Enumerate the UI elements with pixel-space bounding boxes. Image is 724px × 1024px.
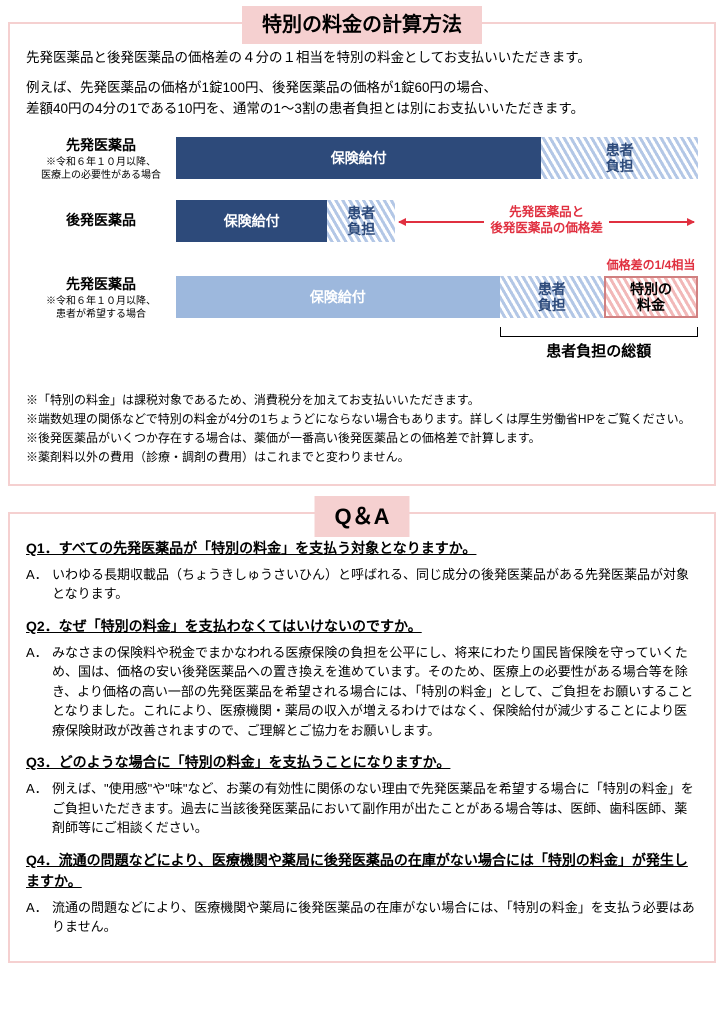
footnote-line: ※薬剤料以外の費用（診療・調剤の費用）はこれまでと変わりません。 xyxy=(26,448,698,467)
qa-answer-label: A． xyxy=(26,643,52,741)
qa-section: Q＆A Q1．すべての先発医薬品が「特別の料金」を支払う対象となりますか。A．い… xyxy=(8,512,716,963)
bar-segment: 患者負担 xyxy=(541,137,698,179)
footnote-line: ※後発医薬品がいくつか存在する場合は、薬価が一番高い後発医薬品との価格差で計算し… xyxy=(26,429,698,448)
footnote-line: ※端数処理の関係などで特別の料金が4分の1ちょうどにならない場合もあります。詳し… xyxy=(26,410,698,429)
qa-answer-label: A． xyxy=(26,898,52,937)
qa-answer-text: 例えば、"使用感"や"味"など、お薬の有効性に関係のない理由で先発医薬品を希望す… xyxy=(52,779,698,838)
intro-text: 先発医薬品と後発医薬品の価格差の４分の１相当を特別の料金としてお支払いいただきま… xyxy=(26,48,698,68)
footnotes: ※「特別の料金」は課税対象であるため、消費税分を加えてお支払いいただきます。※端… xyxy=(26,391,698,468)
bar-chart: 先発医薬品※令和６年１０月以降、医療上の必要性がある場合保険給付患者負担後発医薬… xyxy=(26,135,698,373)
bracket-label: 患者負担の総額 xyxy=(500,341,698,364)
example-line2: 差額40円の4分の1である10円を、通常の1〜3割の患者負担とは別にお支払いいた… xyxy=(26,101,584,116)
calculation-section: 特別の料金の計算方法 先発医薬品と後発医薬品の価格差の４分の１相当を特別の料金と… xyxy=(8,22,716,486)
qa-answer-label: A． xyxy=(26,779,52,838)
bar-track: 保険給付患者負担先発医薬品と後発医薬品の価格差 xyxy=(176,200,698,242)
bar-row-label: 先発医薬品※令和６年１０月以降、患者が希望する場合 xyxy=(26,274,176,321)
bar-segment: 特別の料金 xyxy=(604,276,698,318)
qa-answer-text: 流通の問題などにより、医療機関や薬局に後発医薬品の在庫がない場合には、「特別の料… xyxy=(52,898,698,937)
bar-segment: 患者負担 xyxy=(500,276,604,318)
qa-list: Q1．すべての先発医薬品が「特別の料金」を支払う対象となりますか。A．いわゆる長… xyxy=(26,538,698,937)
bar-row: 先発医薬品※令和６年１０月以降、医療上の必要性がある場合保険給付患者負担 xyxy=(26,135,698,182)
qa-answer: A．例えば、"使用感"や"味"など、お薬の有効性に関係のない理由で先発医薬品を希… xyxy=(26,779,698,838)
example-line1: 例えば、先発医薬品の価格が1錠100円、後発医薬品の価格が1錠60円の場合、 xyxy=(26,80,497,95)
bar-row: 後発医薬品保険給付患者負担先発医薬品と後発医薬品の価格差 xyxy=(26,200,698,242)
qa-question: Q1．すべての先発医薬品が「特別の料金」を支払う対象となりますか。 xyxy=(26,538,698,559)
qa-answer: A．みなさまの保険料や税金でまかなわれる医療保険の負担を公平にし、将来にわたり国… xyxy=(26,643,698,741)
qa-question: Q4．流通の問題などにより、医療機関や薬局に後発医薬品の在庫がない場合には「特別… xyxy=(26,850,698,892)
qa-answer-text: みなさまの保険料や税金でまかなわれる医療保険の負担を公平にし、将来にわたり国民皆… xyxy=(52,643,698,741)
ratio-label: 価格差の1/4相当 xyxy=(604,256,698,274)
bar-row: 先発医薬品※令和６年１０月以降、患者が希望する場合保険給付患者負担特別の料金価格… xyxy=(26,274,698,321)
qa-answer: A．流通の問題などにより、医療機関や薬局に後発医薬品の在庫がない場合には、「特別… xyxy=(26,898,698,937)
price-gap-arrow: 先発医薬品と後発医薬品の価格差 xyxy=(395,200,698,242)
bar-row-label: 先発医薬品※令和６年１０月以降、医療上の必要性がある場合 xyxy=(26,135,176,182)
example-text: 例えば、先発医薬品の価格が1錠100円、後発医薬品の価格が1錠60円の場合、 差… xyxy=(26,78,698,119)
qa-answer-text: いわゆる長期収載品（ちょうきしゅうさいひん）と呼ばれる、同じ成分の後発医薬品があ… xyxy=(52,565,698,604)
bar-track: 保険給付患者負担 xyxy=(176,137,698,179)
bar-track: 保険給付患者負担特別の料金価格差の1/4相当 xyxy=(176,276,698,318)
bar-segment: 保険給付 xyxy=(176,200,327,242)
qa-answer-label: A． xyxy=(26,565,52,604)
bar-row-label: 後発医薬品 xyxy=(26,210,176,231)
section2-title: Q＆A xyxy=(314,496,409,537)
bar-segment: 患者負担 xyxy=(327,200,395,242)
bar-segment: 保険給付 xyxy=(176,276,500,318)
bracket-wrap: 患者負担の総額 xyxy=(26,339,698,373)
section1-title: 特別の料金の計算方法 xyxy=(242,6,482,44)
qa-answer: A．いわゆる長期収載品（ちょうきしゅうさいひん）と呼ばれる、同じ成分の後発医薬品… xyxy=(26,565,698,604)
qa-question: Q2．なぜ「特別の料金」を支払わなくてはいけないのですか。 xyxy=(26,616,698,637)
qa-question: Q3．どのような場合に「特別の料金」を支払うことになりますか。 xyxy=(26,752,698,773)
bar-segment: 保険給付 xyxy=(176,137,541,179)
footnote-line: ※「特別の料金」は課税対象であるため、消費税分を加えてお支払いいただきます。 xyxy=(26,391,698,410)
